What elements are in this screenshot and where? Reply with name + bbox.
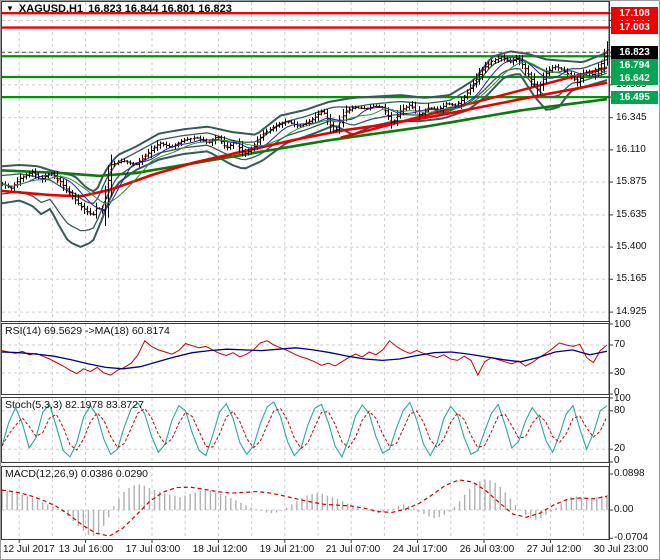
ohlc-readout: 16.823 16.844 16.801 16.823 xyxy=(88,3,232,15)
symbol-timeframe: XAGUSD,H1 xyxy=(18,3,84,15)
macd-indicator-label: MACD(12,26,9) 0.0386 0.0290 xyxy=(5,468,148,480)
rsi-indicator-text: RSI(14) 69.5629 ->MA(18) 60.8174 xyxy=(5,325,170,337)
symbol-dropdown-icon[interactable]: ▼ xyxy=(6,4,14,13)
chart-title: ▼ XAGUSD,H1 16.823 16.844 16.801 16.823 xyxy=(6,3,232,15)
stoch-indicator-label: Stoch(5,3,3) 82.1978 83.8727 xyxy=(5,399,144,411)
stoch-indicator-text: Stoch(5,3,3) 82.1978 83.8727 xyxy=(5,399,144,411)
macd-indicator-text: MACD(12,26,9) 0.0386 0.0290 xyxy=(5,468,149,480)
rsi-indicator-label: RSI(14) 69.5629 ->MA(18) 60.8174 xyxy=(5,325,170,337)
